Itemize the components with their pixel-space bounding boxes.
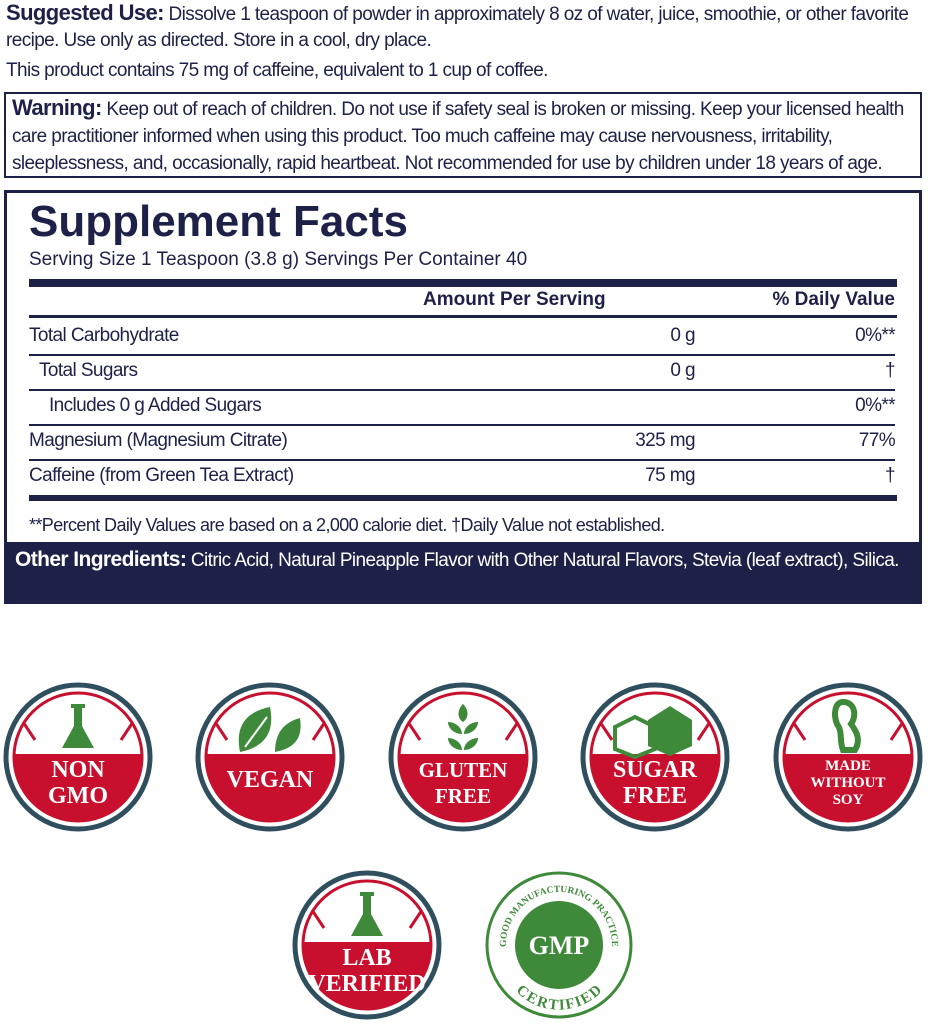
nutrient-row: Includes 0 g Added Sugars 0%** [29,390,896,426]
nutrient-row: Caffeine (from Green Tea Extract) 75 mg † [29,460,896,494]
suggested-use: Suggested Use: Dissolve 1 teaspoon of po… [6,0,921,54]
badge-label: NON [51,757,105,783]
badge-label: SOY [833,792,864,808]
badge-label: WITHOUT [810,775,885,791]
nutrient-dv: 77% [858,430,896,451]
other-ingredients-label: Other Ingredients: [15,548,187,571]
nutrient-amount: 75 mg [645,465,695,486]
badge-label: LAB [342,945,391,971]
other-ingredients: Other Ingredients: Citric Acid, Natural … [7,542,919,601]
nutrient-amount: 325 mg [635,430,695,451]
badge-vegan: VEGAN [195,682,345,832]
badge-label: GMO [48,783,108,809]
flask-icon [351,892,383,936]
dv-header: % Daily Value [772,289,895,310]
warning-label: Warning: [12,95,102,120]
nutrient-amount: 0 g [670,325,695,346]
gmp-certified-badge: GMP GOOD MANUFACTURING PRACTICE CERTIFIE… [485,871,633,1019]
gmp-text: GMP [529,931,590,960]
footnote: **Percent Daily Values are based on a 2,… [29,515,665,535]
badge-label: FREE [623,783,687,809]
nutrient-dv: † [885,465,896,486]
other-ingredients-text: Citric Acid, Natural Pineapple Flavor wi… [190,550,900,571]
caffeine-note: This product contains 75 mg of caffeine,… [6,60,548,81]
suggested-use-text: Dissolve 1 teaspoon of powder in approxi… [6,4,909,51]
flask-icon [62,704,94,748]
supplement-facts-panel: Supplement Facts Serving Size 1 Teaspoon… [4,190,922,604]
suggested-use-label: Suggested Use: [6,0,164,25]
nutrient-row: Magnesium (Magnesium Citrate) 325 mg 77% [29,425,896,461]
nutrient-name: Includes 0 g Added Sugars [49,395,262,416]
nutrient-dv: † [885,360,896,381]
nutrient-amount: 0 g [670,360,695,381]
warning-box: Warning: Keep out of reach of children. … [4,92,922,178]
leaf-icon [238,707,301,752]
badge-label: VERIFIED [308,971,425,997]
amount-header: Amount Per Serving [423,289,606,310]
nutrient-row: Total Carbohydrate 0 g 0%** [29,320,896,356]
sugar-cube-icon [613,706,692,760]
divider [29,495,897,501]
divider [29,279,897,287]
nutrient-name: Total Sugars [39,360,138,381]
nutrient-name: Caffeine (from Green Tea Extract) [29,465,294,486]
nutrient-dv: 0%** [855,395,895,416]
facts-title: Supplement Facts [29,197,408,246]
nutrient-dv: 0%** [855,325,895,346]
wheat-icon [448,704,478,750]
badge-label: VEGAN [227,767,314,793]
badge-label: SUGAR [613,757,698,783]
nutrient-name: Magnesium (Magnesium Citrate) [29,430,288,451]
nutrient-name: Total Carbohydrate [29,325,179,346]
nutrient-row: Total Sugars 0 g † [29,355,896,391]
serving-info: Serving Size 1 Teaspoon (3.8 g) Servings… [29,249,528,270]
badge-label: FREE [435,784,491,808]
warning-text: Keep out of reach of children. Do not us… [12,99,904,174]
badge-label: GLUTEN [419,758,508,782]
badge-label: MADE [825,758,871,774]
divider [29,315,897,318]
soybean-icon [832,698,861,753]
